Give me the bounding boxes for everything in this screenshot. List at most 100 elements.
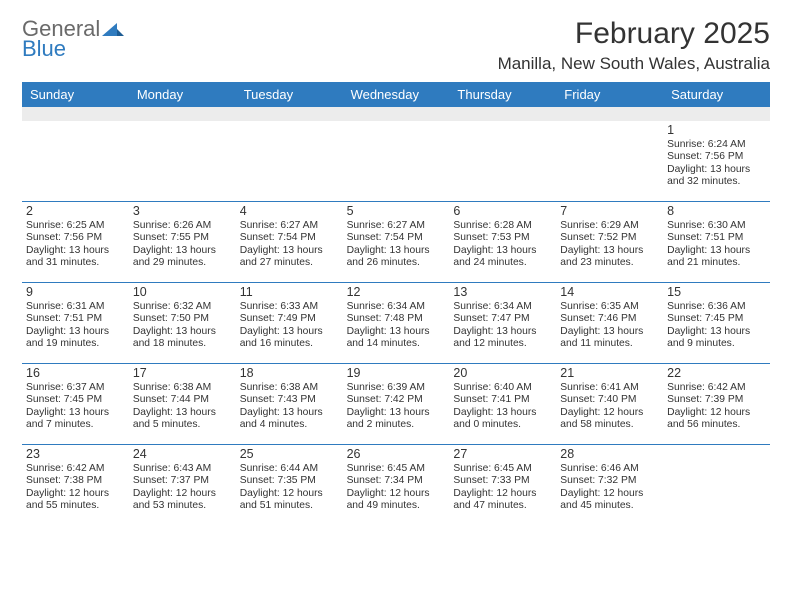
day-dl1: Daylight: 12 hours: [667, 407, 766, 420]
day-dl2: and 47 minutes.: [453, 500, 552, 513]
day-cell: 12Sunrise: 6:34 AMSunset: 7:48 PMDayligh…: [343, 283, 450, 363]
day-cell: 15Sunrise: 6:36 AMSunset: 7:45 PMDayligh…: [663, 283, 770, 363]
day-sunset: Sunset: 7:38 PM: [26, 475, 125, 488]
day-cell: 2Sunrise: 6:25 AMSunset: 7:56 PMDaylight…: [22, 202, 129, 282]
day-number: 24: [133, 447, 232, 462]
day-number: 25: [240, 447, 339, 462]
day-dl2: and 18 minutes.: [133, 338, 232, 351]
day-number: 21: [560, 366, 659, 381]
day-sunrise: Sunrise: 6:29 AM: [560, 220, 659, 233]
day-sunrise: Sunrise: 6:25 AM: [26, 220, 125, 233]
brand-logo: General Blue: [22, 18, 126, 60]
day-dl2: and 2 minutes.: [347, 419, 446, 432]
day-dl2: and 4 minutes.: [240, 419, 339, 432]
title-block: February 2025 Manilla, New South Wales, …: [498, 18, 770, 74]
day-sunrise: Sunrise: 6:39 AM: [347, 382, 446, 395]
day-number: 20: [453, 366, 552, 381]
day-sunrise: Sunrise: 6:24 AM: [667, 139, 766, 152]
day-number: 12: [347, 285, 446, 300]
day-sunrise: Sunrise: 6:40 AM: [453, 382, 552, 395]
day-dl2: and 31 minutes.: [26, 257, 125, 270]
day-sunset: Sunset: 7:53 PM: [453, 232, 552, 245]
day-sunset: Sunset: 7:37 PM: [133, 475, 232, 488]
day-number: 6: [453, 204, 552, 219]
day-number: 23: [26, 447, 125, 462]
day-dl1: Daylight: 13 hours: [560, 245, 659, 258]
day-dl1: Daylight: 13 hours: [240, 407, 339, 420]
day-dl2: and 11 minutes.: [560, 338, 659, 351]
day-dl2: and 23 minutes.: [560, 257, 659, 270]
day-dl2: and 53 minutes.: [133, 500, 232, 513]
page: General Blue February 2025 Manilla, New …: [0, 0, 792, 612]
location-text: Manilla, New South Wales, Australia: [498, 54, 770, 74]
day-sunrise: Sunrise: 6:33 AM: [240, 301, 339, 314]
day-number: 26: [347, 447, 446, 462]
day-dl1: Daylight: 13 hours: [453, 245, 552, 258]
day-dl2: and 0 minutes.: [453, 419, 552, 432]
day-number: 22: [667, 366, 766, 381]
day-sunset: Sunset: 7:42 PM: [347, 394, 446, 407]
day-sunset: Sunset: 7:50 PM: [133, 313, 232, 326]
day-sunset: Sunset: 7:55 PM: [133, 232, 232, 245]
day-sunset: Sunset: 7:32 PM: [560, 475, 659, 488]
day-sunrise: Sunrise: 6:45 AM: [453, 463, 552, 476]
day-cell: 22Sunrise: 6:42 AMSunset: 7:39 PMDayligh…: [663, 364, 770, 444]
day-sunset: Sunset: 7:52 PM: [560, 232, 659, 245]
day-sunrise: Sunrise: 6:38 AM: [240, 382, 339, 395]
day-cell: 19Sunrise: 6:39 AMSunset: 7:42 PMDayligh…: [343, 364, 450, 444]
header-saturday: Saturday: [663, 82, 770, 107]
day-dl1: Daylight: 12 hours: [560, 407, 659, 420]
day-sunrise: Sunrise: 6:43 AM: [133, 463, 232, 476]
day-cell: 9Sunrise: 6:31 AMSunset: 7:51 PMDaylight…: [22, 283, 129, 363]
day-dl2: and 24 minutes.: [453, 257, 552, 270]
day-cell: 20Sunrise: 6:40 AMSunset: 7:41 PMDayligh…: [449, 364, 556, 444]
day-sunset: Sunset: 7:47 PM: [453, 313, 552, 326]
day-sunrise: Sunrise: 6:26 AM: [133, 220, 232, 233]
calendar-header-row: Sunday Monday Tuesday Wednesday Thursday…: [22, 82, 770, 107]
day-dl2: and 16 minutes.: [240, 338, 339, 351]
day-sunrise: Sunrise: 6:36 AM: [667, 301, 766, 314]
calendar-week: 16Sunrise: 6:37 AMSunset: 7:45 PMDayligh…: [22, 363, 770, 444]
day-sunrise: Sunrise: 6:28 AM: [453, 220, 552, 233]
day-cell: 1Sunrise: 6:24 AMSunset: 7:56 PMDaylight…: [663, 121, 770, 201]
day-number: 13: [453, 285, 552, 300]
day-number: 4: [240, 204, 339, 219]
day-dl1: Daylight: 13 hours: [667, 245, 766, 258]
day-dl1: Daylight: 13 hours: [133, 326, 232, 339]
day-dl2: and 9 minutes.: [667, 338, 766, 351]
day-sunset: Sunset: 7:41 PM: [453, 394, 552, 407]
calendar-body: 1Sunrise: 6:24 AMSunset: 7:56 PMDaylight…: [22, 121, 770, 525]
day-sunset: Sunset: 7:39 PM: [667, 394, 766, 407]
day-sunrise: Sunrise: 6:45 AM: [347, 463, 446, 476]
day-dl2: and 51 minutes.: [240, 500, 339, 513]
day-dl1: Daylight: 13 hours: [347, 245, 446, 258]
page-title: February 2025: [498, 18, 770, 50]
day-dl1: Daylight: 12 hours: [133, 488, 232, 501]
day-sunset: Sunset: 7:54 PM: [240, 232, 339, 245]
day-dl1: Daylight: 13 hours: [560, 326, 659, 339]
day-dl2: and 5 minutes.: [133, 419, 232, 432]
day-sunset: Sunset: 7:48 PM: [347, 313, 446, 326]
day-cell: 11Sunrise: 6:33 AMSunset: 7:49 PMDayligh…: [236, 283, 343, 363]
day-sunrise: Sunrise: 6:38 AM: [133, 382, 232, 395]
day-dl1: Daylight: 13 hours: [347, 407, 446, 420]
day-sunrise: Sunrise: 6:27 AM: [347, 220, 446, 233]
day-sunset: Sunset: 7:46 PM: [560, 313, 659, 326]
day-dl1: Daylight: 13 hours: [26, 326, 125, 339]
calendar: Sunday Monday Tuesday Wednesday Thursday…: [22, 82, 770, 525]
day-sunset: Sunset: 7:45 PM: [667, 313, 766, 326]
day-number: 9: [26, 285, 125, 300]
day-number: 27: [453, 447, 552, 462]
day-cell: 17Sunrise: 6:38 AMSunset: 7:44 PMDayligh…: [129, 364, 236, 444]
day-sunrise: Sunrise: 6:37 AM: [26, 382, 125, 395]
day-sunset: Sunset: 7:34 PM: [347, 475, 446, 488]
header-sunday: Sunday: [22, 82, 129, 107]
day-sunset: Sunset: 7:54 PM: [347, 232, 446, 245]
day-cell: 21Sunrise: 6:41 AMSunset: 7:40 PMDayligh…: [556, 364, 663, 444]
day-sunrise: Sunrise: 6:42 AM: [26, 463, 125, 476]
day-cell: 24Sunrise: 6:43 AMSunset: 7:37 PMDayligh…: [129, 445, 236, 525]
day-cell-empty: [449, 121, 556, 201]
day-dl1: Daylight: 13 hours: [240, 326, 339, 339]
header-friday: Friday: [556, 82, 663, 107]
day-number: 14: [560, 285, 659, 300]
